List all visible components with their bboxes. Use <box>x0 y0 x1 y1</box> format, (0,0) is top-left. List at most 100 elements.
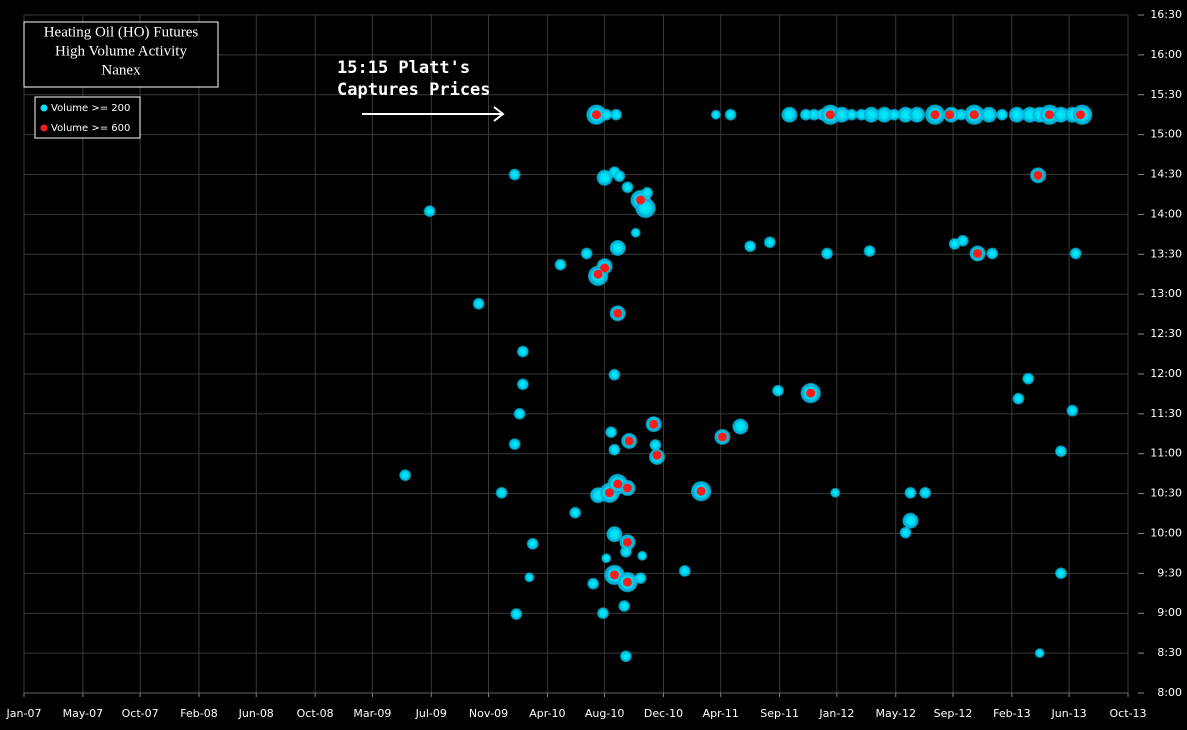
bubble <box>980 106 998 123</box>
y-tick-label: 12:30 <box>1150 327 1182 340</box>
bubble <box>1054 445 1067 458</box>
legend-swatch <box>40 104 48 112</box>
bubble <box>710 109 721 120</box>
x-tick-label: Jun-13 <box>1051 707 1087 720</box>
y-tick-label: 16:30 <box>1150 8 1182 21</box>
bubble <box>513 407 526 420</box>
x-tick-label: Jan-07 <box>6 707 42 720</box>
y-tick-label: 13:00 <box>1150 287 1182 300</box>
x-tick-label: Apr-11 <box>703 707 739 720</box>
bubble <box>1066 404 1079 417</box>
bubble <box>569 506 582 519</box>
bubble <box>613 170 626 183</box>
annotation: 15:15 Platt's <box>337 58 470 78</box>
bubble <box>510 608 523 620</box>
y-tick-label: 15:00 <box>1150 128 1182 141</box>
bubble <box>580 247 593 260</box>
chart-title: High Volume Activity <box>55 43 187 59</box>
y-tick-label: 14:00 <box>1150 207 1182 220</box>
high-volume-dot <box>623 577 633 587</box>
y-tick-label: 8:00 <box>1157 686 1182 699</box>
x-tick-label: Jul-09 <box>415 707 447 720</box>
bubble <box>610 108 623 121</box>
bubble <box>606 526 623 543</box>
bubble <box>508 168 521 181</box>
bubble <box>634 572 647 585</box>
x-tick-label: Aug-10 <box>585 707 624 720</box>
title-box <box>23 21 219 88</box>
high-volume-dot <box>1044 110 1054 120</box>
high-volume-dot <box>623 483 633 493</box>
bubble <box>1012 392 1025 405</box>
high-volume-dot <box>624 436 634 446</box>
marks <box>399 104 1093 663</box>
bubble <box>919 486 932 499</box>
bubble <box>618 600 631 613</box>
bubble <box>619 650 632 663</box>
x-tick-label: Sep-12 <box>934 707 973 720</box>
x-tick-label: Apr-10 <box>529 707 565 720</box>
y-tick-label: 16:00 <box>1150 48 1182 61</box>
grid: Jan-07 May-07 Oct-07 Feb-08 Jun-08 Oct-08 Mar-… <box>6 8 1182 720</box>
chart-title: Nanex <box>101 62 141 78</box>
legend-label: Volume >= 200 <box>51 103 130 114</box>
bubble <box>902 512 919 529</box>
y-tick-label: 10:30 <box>1150 487 1182 500</box>
bubble <box>678 565 691 577</box>
y-tick-label: 9:00 <box>1157 606 1182 619</box>
x-tick-label: May-12 <box>875 707 916 720</box>
bubble <box>516 345 529 358</box>
x-tick-label: Mar-09 <box>353 707 391 720</box>
bubble <box>732 418 749 435</box>
bubble <box>472 297 485 310</box>
x-tick-label: Nov-09 <box>469 707 508 720</box>
bubble <box>763 236 776 249</box>
bubble <box>630 227 641 238</box>
bubble <box>608 368 621 381</box>
x-tick-label: Oct-13 <box>1110 707 1147 720</box>
y-tick-label: 13:30 <box>1150 247 1182 260</box>
high-volume-dot <box>806 388 816 398</box>
bubble <box>996 108 1009 121</box>
annotation-arrowhead <box>493 106 505 122</box>
high-volume-dot <box>605 488 615 498</box>
high-volume-dot <box>636 195 646 205</box>
high-volume-dot <box>591 110 601 120</box>
high-volume-dot <box>652 450 662 460</box>
high-volume-dot <box>623 537 633 547</box>
high-volume-dot <box>825 110 835 120</box>
legend-box <box>34 96 141 139</box>
bubble <box>597 607 609 620</box>
bubble <box>526 537 539 550</box>
y-tick-label: 12:00 <box>1150 367 1182 380</box>
y-tick-label: 11:00 <box>1150 447 1182 460</box>
bubble <box>495 486 508 499</box>
bubble <box>1034 648 1045 659</box>
y-tick-label: 10:00 <box>1150 526 1182 539</box>
bubble <box>772 384 784 397</box>
y-tick-label: 8:30 <box>1157 646 1182 659</box>
bubble <box>587 577 600 590</box>
x-tick-label: Feb-13 <box>993 707 1030 720</box>
high-volume-dot <box>600 263 610 273</box>
high-volume-dot <box>1033 170 1043 180</box>
high-volume-dot <box>1076 110 1086 120</box>
bubble <box>508 438 521 451</box>
high-volume-dot <box>945 110 955 120</box>
bubble <box>637 550 648 561</box>
x-tick-label: Oct-07 <box>122 707 159 720</box>
high-volume-dot <box>609 570 619 580</box>
annotation: Captures Prices <box>337 80 491 100</box>
bubble <box>744 240 757 253</box>
high-volume-dot <box>593 269 603 279</box>
x-tick-label: May-07 <box>63 707 104 720</box>
bubble <box>554 258 567 271</box>
chart-title: Heating Oil (HO) Futures <box>44 24 199 40</box>
y-tick-label: 9:30 <box>1157 566 1182 579</box>
legend-swatch <box>40 124 48 132</box>
x-tick-label: Jun-08 <box>238 707 274 720</box>
bubble <box>899 526 912 539</box>
bubble <box>863 245 876 258</box>
bubble <box>986 247 999 260</box>
